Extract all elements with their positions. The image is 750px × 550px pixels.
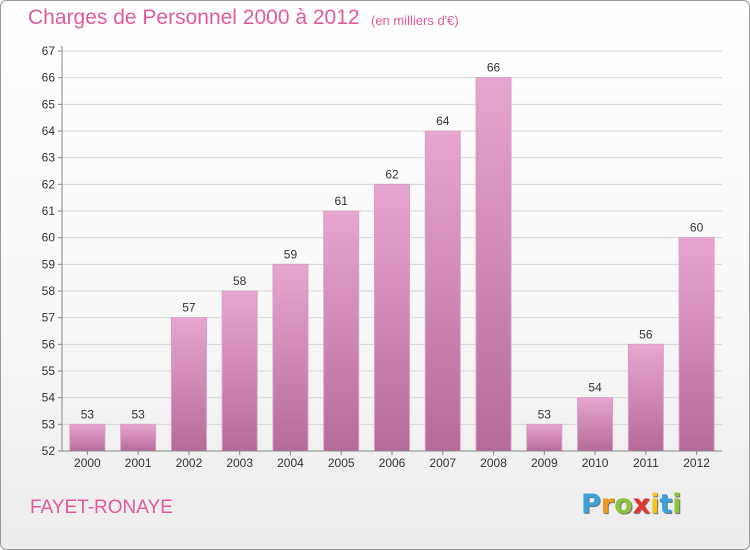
data-label-2005: 61	[335, 194, 349, 208]
logo-letter: r	[600, 489, 615, 520]
y-tick-label: 56	[42, 337, 56, 351]
logo-letter: i	[650, 489, 660, 520]
x-tick-label: 2002	[176, 456, 203, 470]
y-tick-label: 61	[42, 204, 56, 218]
bar-2000	[69, 423, 106, 452]
y-tick-label: 52	[42, 444, 56, 458]
bars	[69, 77, 715, 452]
x-tick-label: 2005	[328, 456, 355, 470]
y-tick-label: 63	[42, 151, 56, 165]
bar-2005	[323, 210, 360, 452]
y-tick-label: 66	[42, 71, 56, 85]
logo-letter: P	[581, 489, 601, 520]
axes	[61, 46, 722, 452]
bar-2001	[120, 423, 157, 452]
proxiti-logo: Proxiti	[581, 489, 682, 520]
logo-letter: x	[632, 489, 651, 520]
x-tick-label: 2011	[633, 456, 659, 470]
logo-letter: o	[614, 489, 633, 520]
x-tick-label: 2001	[125, 456, 152, 470]
commune-name: FAYET-RONAYE	[30, 497, 173, 518]
data-label-2010: 54	[588, 381, 602, 395]
bar-2007	[424, 130, 461, 452]
bar-2002	[170, 317, 207, 452]
bar-2008	[475, 77, 512, 452]
y-tick-label: 58	[42, 284, 56, 298]
bar-2006	[374, 183, 410, 452]
x-tick-label: 2012	[683, 456, 710, 470]
data-label-2009: 53	[538, 407, 552, 421]
x-axis-ticks: 2000 2001 2002 2003 2004 2005 2006 2007 2008 2009…	[74, 451, 710, 470]
x-tick-label: 2006	[379, 456, 406, 470]
y-tick-label: 54	[42, 391, 56, 405]
x-tick-label: 2000	[74, 456, 101, 470]
chart-subtitle: (en milliers d'€)	[371, 13, 459, 28]
x-tick-label: 2004	[277, 456, 304, 470]
y-tick-label: 59	[42, 257, 56, 271]
data-label-2007: 64	[436, 114, 450, 128]
bar-2011	[627, 343, 664, 452]
y-tick-label: 53	[42, 417, 56, 431]
bar-2003	[221, 290, 258, 452]
logo-letter: i	[672, 489, 682, 520]
y-tick-label: 60	[42, 231, 56, 245]
y-axis-ticks: 52 53 54 55 56 57 58 59 60 61 62 63 64 65 66 67	[42, 44, 62, 458]
data-label-2003: 58	[233, 274, 247, 288]
y-tick-label: 65	[42, 97, 56, 111]
data-labels: 53 53 57 58 59 61 62 64 66 53 54 56 60	[81, 61, 704, 422]
bar-2012	[678, 237, 715, 452]
data-label-2002: 57	[182, 301, 196, 315]
y-tick-label: 57	[42, 311, 56, 325]
y-tick-label: 62	[42, 177, 56, 191]
data-label-2012: 60	[690, 221, 704, 235]
y-tick-label: 67	[42, 44, 56, 58]
bar-2010	[577, 397, 614, 452]
data-label-2000: 53	[81, 407, 95, 421]
data-label-2001: 53	[131, 407, 145, 421]
bar-2004	[272, 263, 309, 452]
x-tick-label: 2003	[226, 456, 253, 470]
x-tick-label: 2010	[582, 456, 609, 470]
data-label-2011: 56	[639, 327, 653, 341]
data-label-2006: 62	[385, 167, 399, 181]
logo-letter: t	[659, 489, 673, 520]
x-tick-label: 2008	[480, 456, 507, 470]
y-tick-label: 55	[42, 364, 56, 378]
chart-title: Charges de Personnel 2000 à 2012	[28, 6, 360, 29]
data-label-2004: 59	[284, 247, 298, 261]
bar-2009	[526, 423, 563, 452]
x-tick-label: 2009	[531, 456, 558, 470]
data-label-2008: 66	[487, 61, 501, 75]
y-tick-label: 64	[42, 124, 56, 138]
x-tick-label: 2007	[429, 456, 456, 470]
